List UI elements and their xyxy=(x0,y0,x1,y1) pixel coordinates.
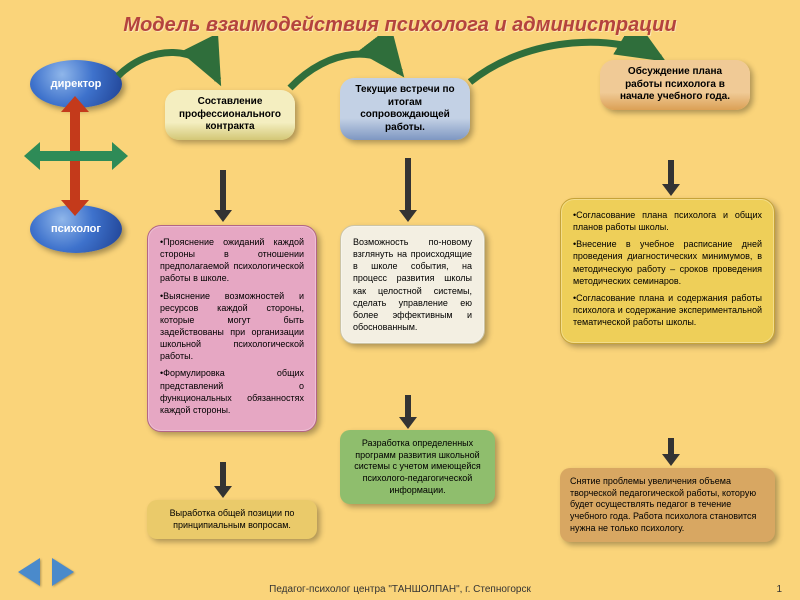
result-plan: Снятие проблемы увеличения объема творче… xyxy=(560,468,775,542)
list-item: Прояснение ожиданий каждой стороны в отн… xyxy=(160,236,304,285)
down-arrow-icon xyxy=(668,438,674,456)
list-item: Формулировка общих представлений о функц… xyxy=(160,367,304,416)
list-item: Выяснение возможностей и ресурсов каждой… xyxy=(160,290,304,363)
slide-number: 1 xyxy=(776,584,782,595)
heading-meetings: Текущие встречи по итогам сопровождающей… xyxy=(340,78,470,140)
page-title: Модель взаимодействия психолога и админи… xyxy=(0,14,800,37)
result-meetings: Разработка определенных программ развити… xyxy=(340,430,495,504)
prev-slide-button[interactable] xyxy=(18,558,40,586)
down-arrow-icon xyxy=(405,158,411,212)
down-arrow-icon xyxy=(668,160,674,186)
down-arrow-icon xyxy=(220,170,226,212)
down-arrow-icon xyxy=(405,395,411,419)
result-contract: Выработка общей позиции по принципиальны… xyxy=(147,500,317,539)
next-slide-button[interactable] xyxy=(52,558,74,586)
body-contract: Прояснение ожиданий каждой стороны в отн… xyxy=(147,225,317,432)
horizontal-green-arrow xyxy=(38,151,114,161)
footer-credit: Педагог-психолог центра "ТАНШОЛПАН", г. … xyxy=(0,584,800,595)
body-plan: Согласование плана психолога и общих пла… xyxy=(560,198,775,344)
body-meetings: Возможность по-новому взглянуть на проис… xyxy=(340,225,485,344)
list-item: Согласование плана психолога и общих пла… xyxy=(573,209,762,233)
list-item: Согласование плана и содержания работы п… xyxy=(573,292,762,328)
down-arrow-icon xyxy=(220,462,226,488)
list-item: Внесение в учебное расписание дней прове… xyxy=(573,238,762,287)
heading-contract: Составление профессионального контракта xyxy=(165,90,295,140)
heading-plan: Обсуждение плана работы психолога в нача… xyxy=(600,60,750,110)
